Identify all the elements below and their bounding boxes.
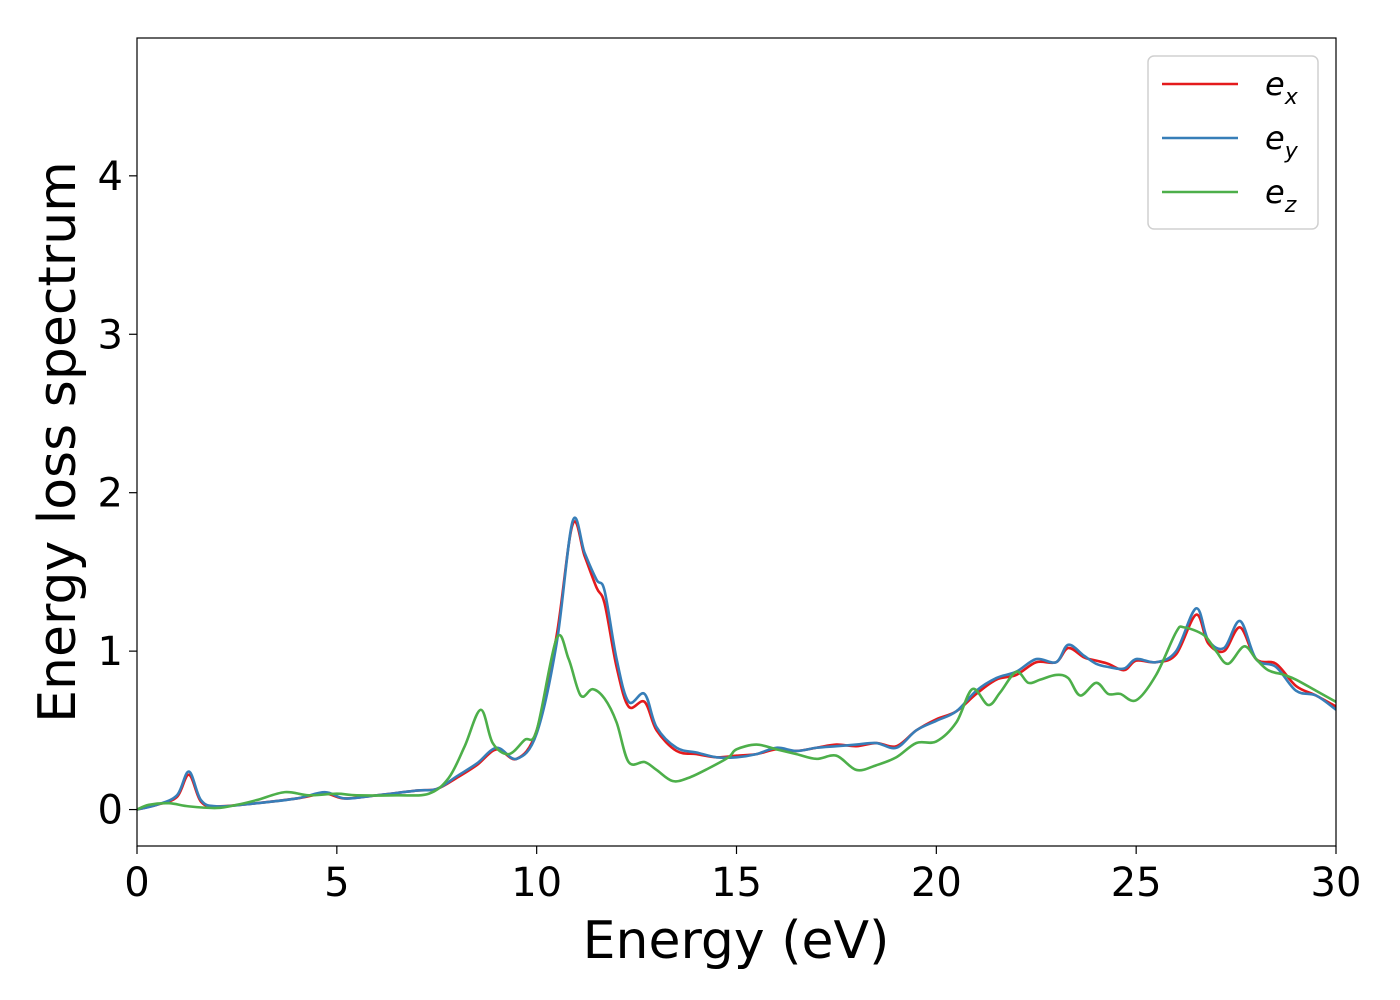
plot-background [137,38,1336,846]
y-tick-label: 3 [98,312,123,358]
y-tick-label: 1 [98,629,123,675]
series-layer [137,516,1336,811]
legend-box [1147,55,1319,230]
legend-label-y: ey [1265,119,1299,164]
y-tick-label: 2 [98,471,123,517]
x-tick-label: 10 [511,860,562,906]
y-axis-ticks: 0 1 2 3 4 [98,154,137,834]
y-tick-label: 4 [98,154,123,200]
x-axis-ticks: 0 5 10 15 20 25 30 [124,846,1361,906]
x-tick-label: 15 [711,860,762,906]
y-tick-label: 0 [98,788,123,834]
series-line-y [137,516,1336,811]
x-tick-label: 25 [1111,860,1162,906]
x-tick-label: 0 [124,860,149,906]
x-tick-label: 30 [1311,860,1362,906]
legend-label-z: ez [1265,173,1297,218]
x-tick-label: 5 [324,860,349,906]
x-axis-title: Energy (eV) [583,911,890,971]
legend: ex ey ez [1147,55,1319,230]
y-axis-title: Energy loss spectrum [28,161,88,723]
legend-label-x: ex [1265,65,1299,110]
x-tick-label: 20 [911,860,962,906]
series-line-z [137,625,1336,811]
